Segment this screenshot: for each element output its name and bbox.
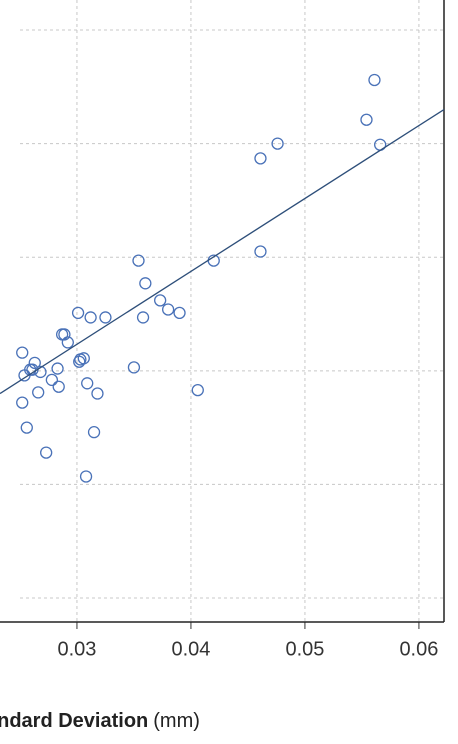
- point: [16, 346, 29, 359]
- fit-line: [0, 108, 445, 395]
- point: [87, 426, 101, 439]
- point: [173, 306, 186, 320]
- point: [136, 311, 150, 324]
- point: [127, 361, 141, 374]
- point: [61, 336, 74, 349]
- point: [45, 373, 59, 387]
- x-axis-label-main: andard Deviation: [0, 710, 148, 732]
- point: [40, 446, 53, 459]
- x-axis-label-unit: (mm): [153, 710, 200, 732]
- x-tick-label: 0.05: [285, 638, 324, 660]
- point: [139, 277, 152, 290]
- x-tick-label: 0.03: [57, 638, 96, 660]
- point: [79, 470, 93, 483]
- point: [154, 294, 167, 307]
- point: [52, 380, 65, 393]
- point: [132, 254, 145, 267]
- x-tick-label: 0.04: [171, 638, 210, 660]
- point: [271, 137, 284, 150]
- point: [73, 355, 86, 368]
- point: [71, 306, 85, 320]
- point: [51, 362, 64, 375]
- point: [20, 421, 33, 434]
- point: [99, 311, 112, 324]
- point: [191, 383, 204, 397]
- point: [91, 387, 104, 400]
- point: [360, 113, 373, 126]
- point: [368, 73, 381, 87]
- point: [28, 356, 41, 370]
- point: [18, 369, 31, 382]
- point: [58, 328, 71, 341]
- point: [254, 245, 267, 258]
- point: [81, 377, 94, 390]
- point: [32, 386, 45, 399]
- point: [161, 303, 175, 316]
- x-axis-label: andard Deviation (mm): [0, 710, 200, 732]
- point: [254, 152, 267, 165]
- x-tick-label: 0.06: [399, 638, 438, 660]
- point: [84, 311, 97, 324]
- point: [16, 396, 29, 409]
